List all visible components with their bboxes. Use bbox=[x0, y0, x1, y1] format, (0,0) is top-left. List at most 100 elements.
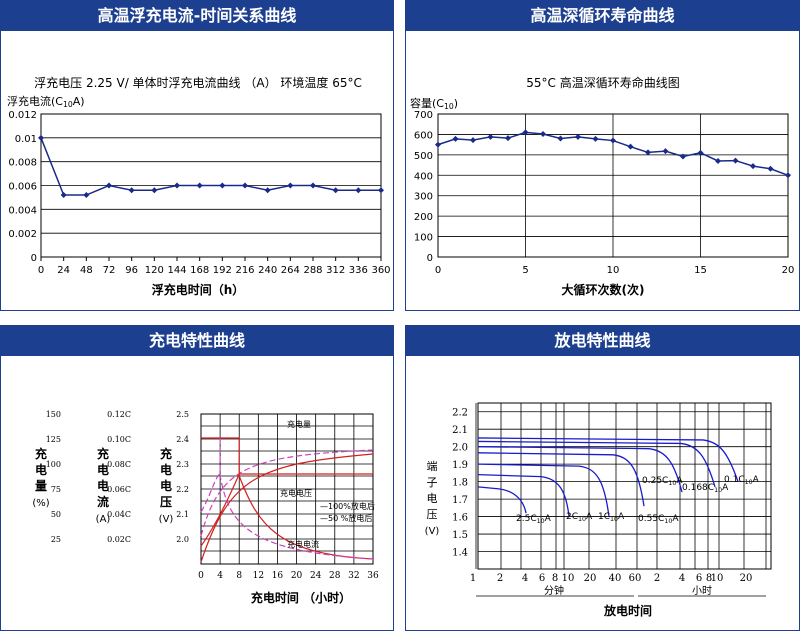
data-point bbox=[264, 187, 271, 194]
y-tick-label: 1.7 bbox=[452, 495, 468, 506]
y-axis-label-char: 端 bbox=[427, 460, 438, 473]
y-tick-label: 0.006 bbox=[8, 182, 37, 193]
plot-frame bbox=[437, 113, 789, 258]
x-tick-label: 8 bbox=[552, 573, 558, 584]
x-tick-label: 360 bbox=[371, 265, 390, 276]
y-tick-label: 400 bbox=[414, 171, 433, 182]
current-axis-unit: (A) bbox=[96, 514, 111, 525]
x-tick-label: 15 bbox=[694, 265, 707, 276]
current-axis-label-char: 流 bbox=[97, 494, 109, 509]
data-point bbox=[332, 187, 339, 194]
cycle-life-panel: 高温深循环寿命曲线 55°C 高温深循环寿命曲线图 容量(C10) 0 100 200 3… bbox=[405, 0, 800, 311]
data-point bbox=[128, 187, 135, 194]
data-point bbox=[452, 135, 459, 142]
charge-char-chart: 150125100755025充电量(%)0.12C0.10C0.08C0.06… bbox=[32, 410, 379, 605]
voltage-tick-label: 2.2 bbox=[176, 485, 189, 494]
discharge-curve bbox=[477, 437, 739, 482]
x-tick-label: 6 bbox=[696, 573, 702, 584]
x-axis-label: 充电时间 （小时） bbox=[251, 590, 351, 605]
plot-frame bbox=[40, 113, 382, 258]
data-point bbox=[505, 135, 511, 142]
y-tick-label: 100 bbox=[414, 233, 433, 244]
x-axis-label: 放电时间 bbox=[603, 603, 652, 618]
x-tick-label: 48 bbox=[80, 265, 93, 276]
data-point bbox=[83, 192, 90, 199]
x-tick-label: 20 bbox=[291, 571, 303, 581]
voltage-tick-label: 2.3 bbox=[176, 460, 189, 469]
x-tick-label: 36 bbox=[367, 571, 379, 581]
series-label: 1C10A bbox=[598, 512, 625, 523]
capacity-tick-label: 50 bbox=[51, 510, 61, 519]
y-axis-unit: (V) bbox=[425, 526, 440, 537]
x-tick-label: 1 bbox=[470, 573, 476, 584]
x-tick-label: 20 bbox=[782, 265, 795, 276]
series-label: 2C10A bbox=[566, 512, 593, 523]
discharge-curve bbox=[477, 440, 716, 488]
data-point bbox=[627, 143, 634, 150]
y-tick-label: 0 bbox=[31, 253, 37, 264]
y-axis-label: 浮充电流(C10A) bbox=[7, 94, 85, 109]
x-tick-label: 264 bbox=[281, 265, 300, 276]
x-tick-label: 4 bbox=[679, 573, 685, 584]
voltage-axis-label-char: 电 bbox=[160, 462, 172, 477]
capacity-axis-label-char: 电 bbox=[35, 462, 47, 477]
data-point bbox=[219, 182, 226, 189]
voltage-annotation: 充电电压 bbox=[280, 488, 312, 498]
x-tick-label: 12 bbox=[253, 571, 264, 581]
chart-title: 55°C 高温深循环寿命曲线图 bbox=[526, 75, 679, 90]
y-tick-label: 1.6 bbox=[452, 513, 468, 524]
x-tick-label: 40 bbox=[609, 573, 622, 584]
cycle-life-header: 高温深循环寿命曲线 bbox=[406, 1, 799, 31]
float-current-header: 高温浮充电流-时间关系曲线 bbox=[1, 1, 393, 31]
x-tick-label: 168 bbox=[190, 265, 209, 276]
x-tick-label: 10 bbox=[562, 573, 575, 584]
x-tick-label: 24 bbox=[310, 571, 322, 581]
data-point bbox=[592, 135, 599, 142]
x-tick-label: 4 bbox=[522, 573, 528, 584]
y-tick-label: 1.8 bbox=[452, 478, 468, 489]
y-tick-label: 2.0 bbox=[452, 443, 468, 454]
y-tick-label: 0 bbox=[427, 253, 433, 264]
discharge-curve bbox=[477, 446, 683, 493]
x-tick-label: 0 bbox=[38, 265, 44, 276]
x-tick-label: 288 bbox=[303, 265, 322, 276]
x-tick-label: 72 bbox=[103, 265, 116, 276]
x-tick-label: 4 bbox=[217, 571, 223, 581]
capacity-tick-label: 75 bbox=[51, 485, 61, 494]
y-tick-label: 700 bbox=[414, 110, 433, 121]
charge-char-header: 充电特性曲线 bbox=[1, 326, 393, 356]
voltage-curve-half bbox=[200, 473, 221, 513]
data-point bbox=[174, 182, 180, 189]
data-point bbox=[645, 149, 651, 156]
x-axis-label: 大循环次数(次) bbox=[562, 282, 645, 297]
x-tick-label: 8 bbox=[706, 573, 712, 584]
y-tick-label: 1.4 bbox=[452, 548, 468, 559]
x-tick-label: 0 bbox=[198, 571, 204, 581]
data-point bbox=[287, 182, 294, 189]
x-tick-label: 20 bbox=[584, 573, 597, 584]
y-tick-label: 300 bbox=[414, 192, 433, 203]
x-tick-label: 32 bbox=[348, 571, 359, 581]
data-point bbox=[151, 187, 158, 194]
x-tick-label: 2 bbox=[654, 573, 660, 584]
y-tick-label: 200 bbox=[414, 212, 433, 223]
x-axis-label: 浮充电时间（h） bbox=[152, 282, 245, 297]
x-tick-label: 336 bbox=[349, 265, 368, 276]
y-tick-label: 0.004 bbox=[8, 205, 37, 216]
data-point bbox=[355, 187, 362, 194]
cycle-life-chart: 55°C 高温深循环寿命曲线图容量(C10)010020030040050060… bbox=[410, 75, 795, 297]
x-tick-label: 16 bbox=[272, 571, 284, 581]
voltage-tick-label: 2.0 bbox=[176, 535, 189, 544]
x-tick-label: 0 bbox=[435, 265, 441, 276]
chart-title: 浮充电压 2.25 V/ 单体时浮充电流曲线 （A） 环境温度 65°C bbox=[34, 75, 362, 90]
capacity-axis-label-char: 充 bbox=[35, 446, 47, 461]
data-point bbox=[196, 182, 203, 189]
capacity-curve-half bbox=[200, 449, 374, 537]
float-current-chart: 浮充电压 2.25 V/ 单体时浮充电流曲线 （A） 环境温度 65°C 浮充电流… bbox=[7, 75, 391, 297]
current-tick-label: 0.04C bbox=[107, 510, 131, 519]
voltage-axis-label-char: 压 bbox=[160, 495, 172, 509]
data-point bbox=[242, 182, 248, 189]
data-point bbox=[680, 153, 686, 160]
y-tick-label: 0.012 bbox=[8, 110, 37, 121]
x-tick-label: 20 bbox=[740, 573, 753, 584]
